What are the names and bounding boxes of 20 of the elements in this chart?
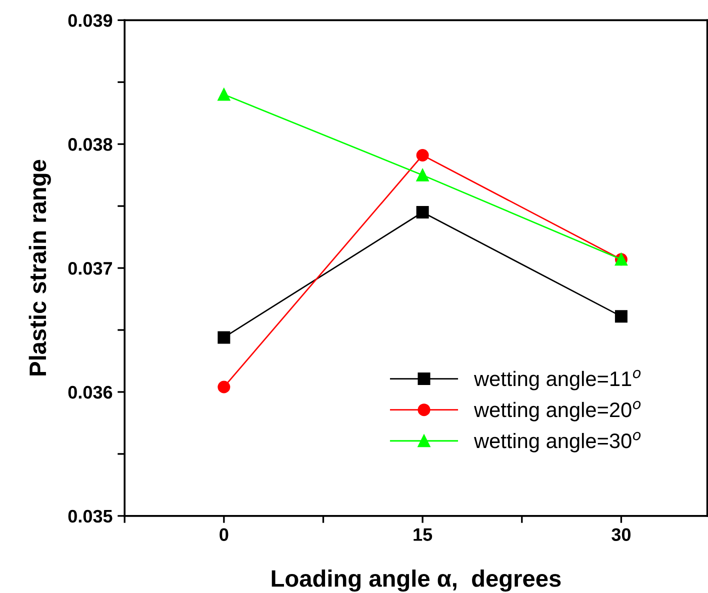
y-tick-label: 0.035 <box>68 510 112 523</box>
point <box>416 206 429 219</box>
y-tick-label: 0.037 <box>68 262 112 275</box>
point <box>218 331 230 344</box>
point <box>218 380 230 394</box>
point <box>614 310 628 323</box>
y-axis-title: Plastic strain range <box>28 160 51 376</box>
point <box>416 149 429 162</box>
y-tick-label: 0.036 <box>68 386 112 399</box>
x-axis-title: Loading angle α, degrees <box>272 570 561 592</box>
y-tick-label: 0.038 <box>68 138 112 151</box>
x-tick-label: 30 <box>612 528 631 542</box>
x-tick-label: 0 <box>220 528 228 541</box>
legend-label: wetting angle=30$^{o}$ <box>474 432 641 452</box>
legend-label: wetting angle=11$^{o}$ <box>474 370 641 390</box>
point <box>218 88 230 101</box>
y-tick-label: 0.039 <box>68 14 112 27</box>
x-tick-label: 15 <box>414 528 432 541</box>
legend-label: wetting angle=20$^{o}$ <box>474 400 641 422</box>
point <box>416 168 429 182</box>
